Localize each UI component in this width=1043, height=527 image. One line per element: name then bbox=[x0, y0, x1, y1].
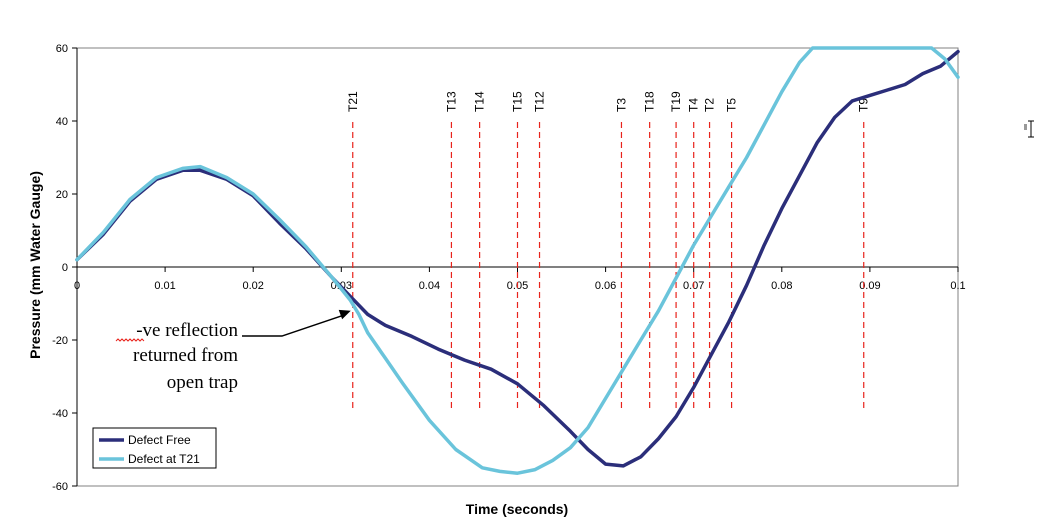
legend-label-defect-free: Defect Free bbox=[128, 433, 191, 447]
x-tick-label: 0.01 bbox=[154, 280, 175, 292]
trap-marker-label: T13 bbox=[444, 91, 458, 112]
annotation-text-line: open trap bbox=[167, 372, 238, 393]
spellcheck-squiggle bbox=[115, 338, 145, 342]
trap-marker-label: T4 bbox=[687, 98, 701, 112]
annotation-arrowhead bbox=[338, 309, 351, 320]
trap-marker-label: T14 bbox=[473, 91, 487, 112]
trap-marker-label: T3 bbox=[614, 98, 628, 112]
y-tick-label: -60 bbox=[52, 481, 68, 493]
trap-marker-label: T9 bbox=[857, 98, 871, 112]
x-tick-label: 0.02 bbox=[242, 280, 263, 292]
y-tick-label: 60 bbox=[56, 43, 68, 55]
y-axis-title: Pressure (mm Water Gauge) bbox=[27, 171, 43, 359]
x-tick-label: 0.08 bbox=[771, 280, 792, 292]
annotation-text-line: -ve reflection bbox=[136, 320, 238, 341]
y-tick-label: 40 bbox=[56, 116, 68, 128]
annotation-arrow-line bbox=[242, 314, 345, 337]
trap-marker-label: T18 bbox=[643, 91, 657, 112]
x-tick-label: 0.06 bbox=[595, 280, 616, 292]
legend: Defect Free Defect at T21 bbox=[92, 427, 217, 469]
trap-marker-label: T21 bbox=[346, 91, 360, 112]
trap-marker-label: T15 bbox=[511, 91, 525, 112]
legend-box bbox=[92, 427, 217, 469]
series-line-defect-at-t21 bbox=[75, 46, 960, 475]
y-tick-label: 0 bbox=[62, 262, 68, 274]
trap-marker-label: T2 bbox=[703, 98, 717, 112]
annotation-text-line: returned from bbox=[133, 345, 238, 366]
y-tick-label: -20 bbox=[52, 335, 68, 347]
legend-label-defect-at-t21: Defect at T21 bbox=[128, 452, 200, 466]
x-axis: 00.010.020.030.040.050.060.070.080.090.1 bbox=[74, 266, 966, 292]
trap-markers: T21 T13 T14 T15 T12 T3 T18 T19 T4 T2 T5 T9 bbox=[346, 91, 871, 410]
text-cursor-icon bbox=[1024, 120, 1034, 138]
y-axis: -60 -40 -20 0 20 40 60 bbox=[52, 43, 78, 493]
trap-marker-label: T5 bbox=[725, 98, 739, 112]
trap-marker-label: T12 bbox=[533, 91, 547, 112]
x-axis-title: Time (seconds) bbox=[466, 501, 568, 517]
annotation: -ve reflection returned from open trap bbox=[115, 309, 351, 393]
y-tick-label: 20 bbox=[56, 189, 68, 201]
x-tick-label: 0.1 bbox=[950, 280, 965, 292]
x-tick-label: 0.09 bbox=[859, 280, 880, 292]
y-tick-label: -40 bbox=[52, 408, 68, 420]
trap-marker-label: T19 bbox=[669, 91, 683, 112]
x-tick-label: 0.04 bbox=[419, 280, 440, 292]
series-lines bbox=[75, 46, 960, 475]
